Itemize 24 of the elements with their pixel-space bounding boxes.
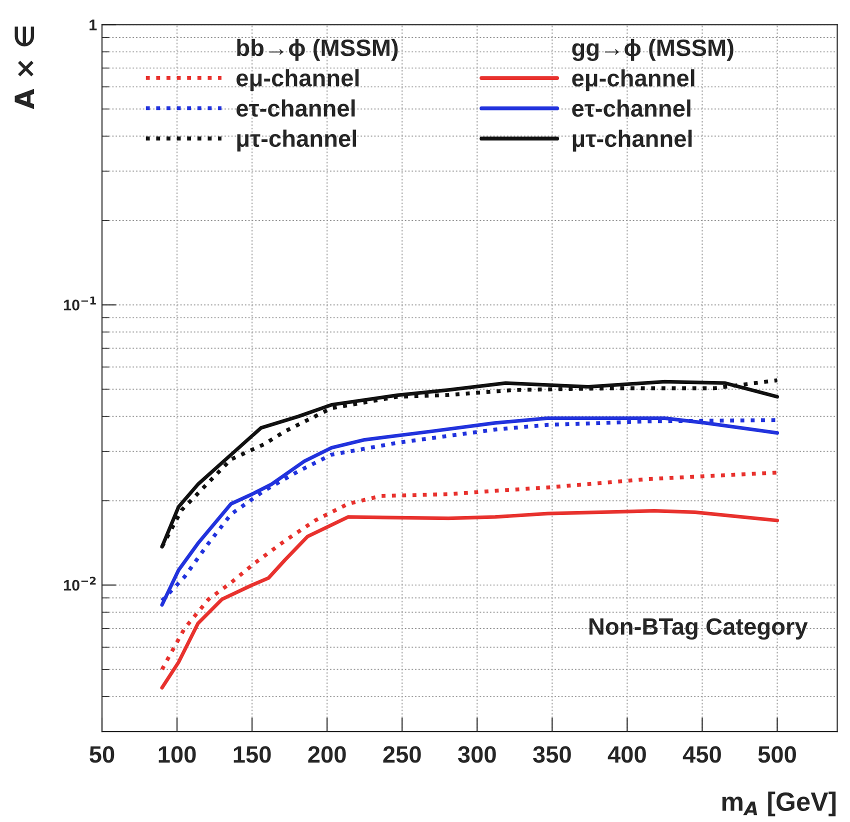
x-tick-label: 150 [234, 746, 271, 763]
legend-label: eτ-channel [236, 99, 355, 117]
legend-label: eμ-channel [572, 69, 694, 92]
x-tick-label: 50 [90, 746, 114, 763]
x-tick-label: 350 [533, 746, 571, 763]
annotation: bb→ϕ (MSSM) [237, 38, 398, 61]
x-tick-label: 200 [308, 746, 346, 763]
legend-label: eμ-channel [236, 69, 359, 92]
y-tick-label: 10$^{−1}$ [64, 296, 96, 310]
x-tick-label: 250 [383, 746, 421, 763]
y-axis-title: A × ∈ [14, 26, 34, 110]
x-axis-title: m$_{A}$ [GeV] [722, 792, 836, 816]
x-tick-label: 100 [158, 746, 196, 763]
legend-label: μτ-channel [237, 130, 356, 152]
x-tick-label: 450 [682, 746, 721, 763]
x-tick-label: 400 [608, 746, 646, 763]
y-tick-label: 10$^{−2}$ [64, 576, 96, 591]
legend-label: μτ-channel [572, 130, 692, 152]
annotation: Non-BTag Category [589, 618, 808, 640]
legend-label: eτ-channel [572, 99, 690, 117]
x-tick-label: 300 [458, 746, 496, 763]
x-tick-label: 500 [758, 746, 796, 763]
annotation: gg→ϕ (MSSM) [572, 38, 734, 61]
y-tick-label: 1 [90, 20, 97, 30]
